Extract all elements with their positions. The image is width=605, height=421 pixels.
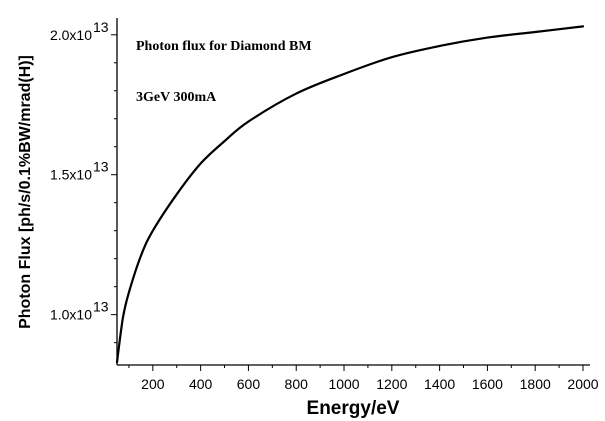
x-tick-label: 1000 bbox=[328, 376, 359, 392]
y-tick-label: 1.0x10 13 bbox=[50, 299, 109, 323]
x-tick-label: 2000 bbox=[567, 376, 598, 392]
x-tick-label: 800 bbox=[285, 376, 309, 392]
y-tick-mantissa: 1.5x10 bbox=[50, 167, 92, 183]
y-tick-label: 2.0x10 13 bbox=[50, 19, 109, 43]
x-tick-label: 1200 bbox=[376, 376, 407, 392]
y-tick-exponent: 13 bbox=[93, 19, 109, 35]
y-tick-mantissa: 2.0x10 bbox=[50, 27, 92, 43]
y-ticks: 1.0x10 131.5x10 132.0x10 13 bbox=[50, 19, 117, 344]
x-tick-label: 1800 bbox=[520, 376, 551, 392]
y-axis-title: Photon Flux [ph/s/0.1%BW/mrad(H)] bbox=[17, 55, 34, 329]
x-tick-label: 600 bbox=[237, 376, 261, 392]
y-tick-exponent: 13 bbox=[93, 299, 109, 315]
annotation-title: Photon flux for Diamond BM bbox=[136, 39, 312, 54]
y-tick-exponent: 13 bbox=[93, 159, 109, 175]
flux-curve bbox=[115, 25, 585, 364]
y-tick-label: 1.5x10 13 bbox=[50, 159, 109, 183]
x-tick-label: 400 bbox=[189, 376, 213, 392]
x-tick-label: 200 bbox=[141, 376, 165, 392]
annotation-conditions: 3GeV 300mA bbox=[136, 90, 217, 105]
y-tick-mantissa: 1.0x10 bbox=[50, 307, 92, 323]
x-tick-label: 1400 bbox=[424, 376, 455, 392]
x-axis-title: Energy/eV bbox=[307, 398, 400, 419]
series-layer bbox=[115, 25, 585, 364]
x-tick-label: 1600 bbox=[472, 376, 503, 392]
x-ticks: 200 400 600 800 1000 1200 1400 1600 1800 2000 bbox=[128, 365, 599, 392]
